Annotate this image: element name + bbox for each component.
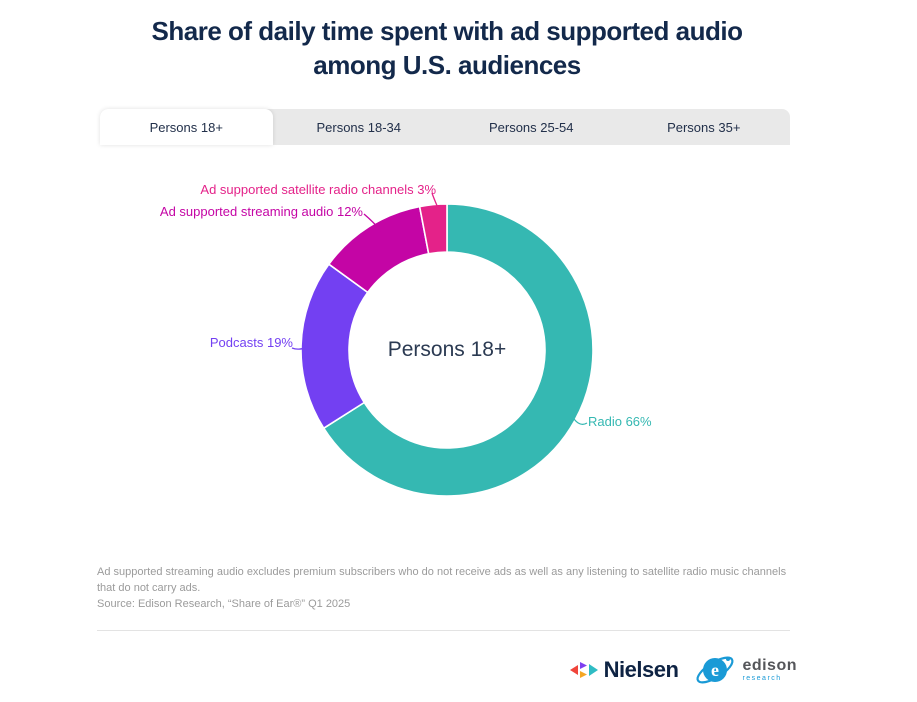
tab-persons-18-34[interactable]: Persons 18-34 <box>316 119 402 135</box>
tab-persons-25-54[interactable]: Persons 25-54 <box>488 119 574 135</box>
footnote-source: Source: Edison Research, “Share of Ear®”… <box>97 598 351 610</box>
donut-slice-radio[interactable] <box>322 203 594 497</box>
donut-slice-podcasts[interactable] <box>300 263 369 430</box>
satellite-callout-label: Ad supported satellite radio channels 3% <box>200 182 436 197</box>
edison-sub-wordmark: research <box>742 675 782 682</box>
podcasts-callout-label: Podcasts 19% <box>209 335 293 350</box>
footnote: Ad supported streaming audio excludes pr… <box>97 564 797 612</box>
svg-text:e: e <box>711 660 719 680</box>
footer-logos: Nielsen e edison research <box>569 649 797 691</box>
nielsen-arrows-icon <box>569 662 598 678</box>
nielsen-wordmark: Nielsen <box>603 657 679 682</box>
footer-divider <box>97 630 790 631</box>
edison-research-logo: e edison research <box>694 650 797 690</box>
nielsen-logo: Nielsen <box>569 657 679 683</box>
footnote-note: Ad supported streaming audio excludes pr… <box>97 566 787 594</box>
tab-persons-18plus[interactable]: Persons 18+ <box>100 109 273 145</box>
page-title: Share of daily time spent with ad suppor… <box>151 16 743 80</box>
donut-chart <box>300 203 594 497</box>
tab-bar: Persons 18+ Persons 18-34 Persons 25-54 … <box>100 109 790 145</box>
donut-slice-ad-supported-satellite-radio-channels[interactable] <box>418 203 448 255</box>
edison-globe-icon: e <box>696 656 734 684</box>
edison-wordmark: edison <box>742 657 797 674</box>
radio-callout-label: Radio 66% <box>588 414 652 429</box>
tab-persons-35plus[interactable]: Persons 35+ <box>667 119 741 135</box>
streaming-callout-label: Ad supported streaming audio 12% <box>159 204 363 219</box>
